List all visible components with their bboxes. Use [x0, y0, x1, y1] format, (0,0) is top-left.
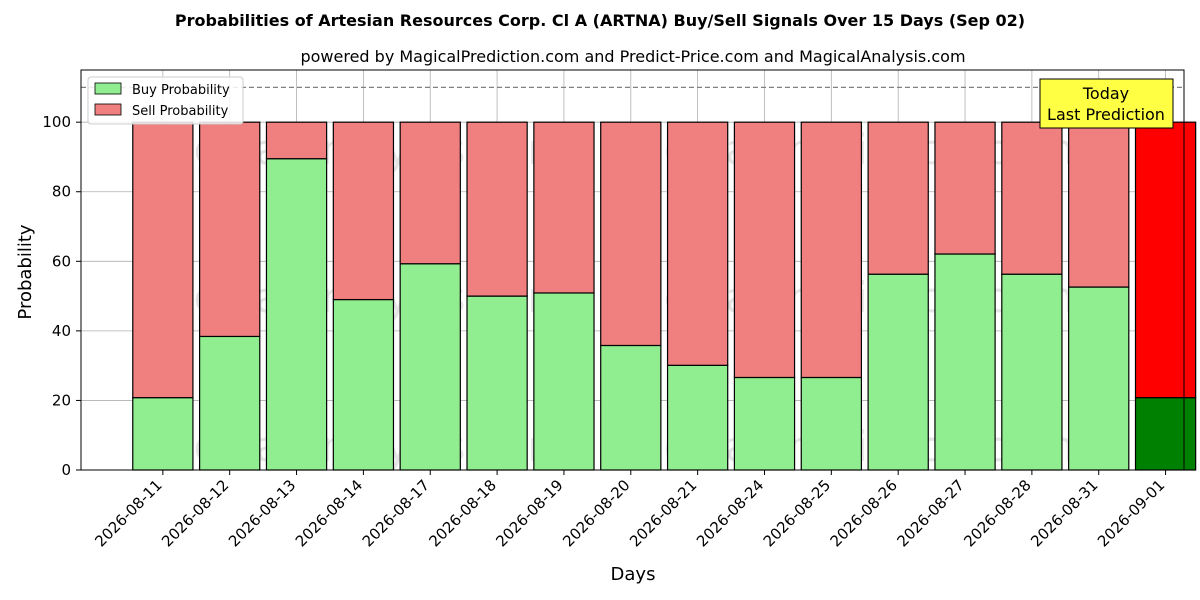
- bar-sell: [867, 121, 929, 275]
- y-tick-label: 60: [52, 252, 71, 270]
- bar-buy: [666, 364, 729, 471]
- bar-buy: [1134, 397, 1197, 471]
- today-annotation: Today Last Prediction: [1039, 78, 1174, 129]
- bar-sell: [199, 121, 261, 338]
- x-tick-label: 2026-08-20: [559, 476, 633, 550]
- bar-buy: [800, 376, 863, 471]
- y-axis: 0 20 40 60 80 100: [42, 113, 81, 479]
- bars: [132, 121, 1197, 471]
- x-tick-label: 2026-08-24: [693, 476, 767, 550]
- x-tick-label: 2026-08-13: [225, 476, 299, 550]
- bar-sell: [733, 121, 796, 379]
- bar-buy: [1068, 286, 1130, 471]
- bar-buy: [733, 376, 796, 471]
- bar-sell: [666, 121, 729, 366]
- bar-buy: [600, 344, 662, 471]
- bar-sell: [1134, 121, 1197, 399]
- annotation-box: [1039, 78, 1174, 129]
- annotation-line-last-prediction: Last Prediction: [1047, 105, 1165, 124]
- legend-label-buy: Buy Probability: [132, 83, 230, 98]
- bar-sell: [600, 121, 662, 347]
- bar-buy: [533, 292, 595, 471]
- x-tick-label: 2026-08-25: [760, 476, 834, 550]
- bar-sell: [800, 121, 863, 379]
- x-tick-label: 2026-09-01: [1094, 476, 1168, 550]
- bar-buy: [1001, 273, 1063, 471]
- x-tick-label: 2026-08-11: [91, 476, 165, 550]
- x-tick-label: 2026-08-21: [626, 476, 700, 550]
- legend-box: [87, 76, 244, 125]
- legend-swatch-buy: [94, 82, 122, 95]
- legend: Buy Probability Sell Probability: [87, 76, 244, 125]
- x-tick-label: 2026-08-27: [893, 476, 967, 550]
- x-tick-label: 2026-08-19: [492, 476, 566, 550]
- bar-sell: [466, 121, 528, 297]
- legend-label-sell: Sell Probability: [132, 104, 229, 119]
- bar-sell: [265, 121, 328, 160]
- x-tick-label: 2026-08-14: [292, 476, 366, 550]
- bar-buy: [399, 263, 461, 471]
- bar-buy: [466, 295, 528, 471]
- y-tick-label: 20: [52, 391, 71, 409]
- bar-sell: [132, 121, 194, 399]
- bar-buy: [867, 273, 929, 471]
- bar-sell: [1001, 121, 1063, 275]
- y-tick-label: 40: [52, 322, 71, 340]
- x-axis-label: Days: [611, 564, 656, 585]
- bar-buy: [934, 253, 996, 471]
- x-tick-label: 2026-08-17: [359, 476, 433, 550]
- chart-subtitle: powered by MagicalPrediction.com and Pre…: [300, 47, 965, 66]
- bar-sell: [1068, 121, 1130, 288]
- x-axis: 2026-08-112026-08-122026-08-132026-08-14…: [91, 470, 1168, 550]
- bar-sell: [332, 121, 395, 301]
- bar-sell: [399, 121, 461, 265]
- x-tick-label: 2026-08-12: [158, 476, 232, 550]
- x-tick-label: 2026-08-28: [960, 476, 1034, 550]
- bar-sell: [934, 121, 996, 255]
- y-tick-label: 100: [42, 113, 71, 131]
- bar-sell: [533, 121, 595, 294]
- bar-buy: [332, 298, 395, 471]
- bar-buy: [265, 158, 328, 471]
- y-axis-label: Probability: [15, 224, 36, 319]
- chart-title: Probabilities of Artesian Resources Corp…: [175, 11, 1025, 30]
- bar-buy: [199, 335, 261, 471]
- plot-frame: [80, 69, 1185, 471]
- x-tick-label: 2026-08-31: [1027, 476, 1101, 550]
- x-tick-label: 2026-08-18: [426, 476, 500, 550]
- y-tick-label: 0: [61, 461, 71, 479]
- legend-swatch-sell: [94, 103, 122, 116]
- bar-buy: [132, 397, 194, 471]
- y-tick-label: 80: [52, 183, 71, 201]
- x-tick-label: 2026-08-26: [827, 476, 901, 550]
- annotation-line-today: Today: [1082, 84, 1129, 103]
